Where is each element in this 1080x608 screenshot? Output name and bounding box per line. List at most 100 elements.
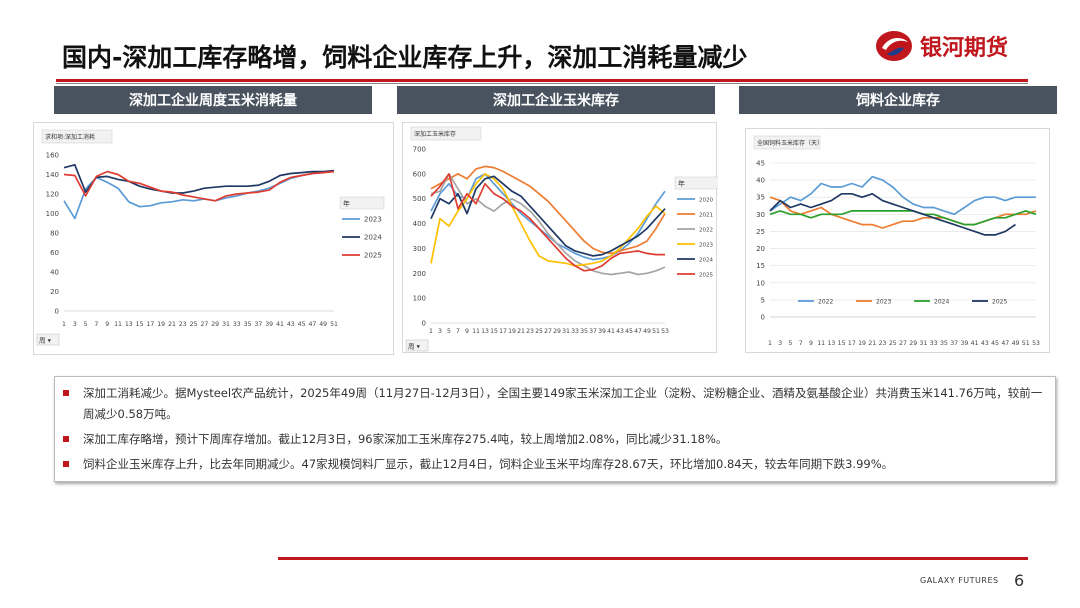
legend-label: 2020	[699, 198, 713, 204]
legend-label: 2025	[992, 299, 1007, 306]
legend-title: 年	[678, 179, 685, 188]
bullet-marker	[63, 436, 69, 442]
x-tick-label: 43	[287, 321, 295, 328]
y-tick-label: 300	[413, 245, 426, 253]
y-tick-label: 15	[756, 262, 765, 270]
x-tick-label: 27	[200, 321, 208, 328]
x-tick-label: 17	[146, 321, 154, 328]
y-tick-label: 25	[756, 228, 765, 236]
chart-panel-feed-inventory: 全国饲料玉米库存（天） 0 5 10 15 20 25 30 35 40 45 1 3 5 7 9 11 13 15…	[745, 128, 1050, 353]
y-tick-label: 0	[422, 320, 426, 328]
page-title: 国内-深加工库存略增，饲料企业库存上升，深加工消耗量减少	[62, 43, 748, 72]
chart-inner-title-box	[41, 129, 113, 144]
title-underline	[56, 79, 1028, 82]
x-tick-label: 39	[265, 321, 273, 328]
x-tick-label: 19	[508, 328, 516, 335]
x-tick-label: 21	[517, 328, 525, 335]
bullet-marker	[63, 461, 69, 467]
y-tick-label: 700	[413, 146, 426, 154]
chart-panel-consumption: 求和项:深加工消耗 0 20 40 60 80 100 120 140 160 1 3 5 7 9 11 13 1…	[33, 122, 394, 355]
x-tick-label: 41	[971, 340, 979, 347]
x-tick-label: 31	[920, 340, 928, 347]
x-tick-label: 29	[909, 340, 917, 347]
x-tick-label: 39	[960, 340, 968, 347]
bullet-text: 饲料企业玉米库存上升，比去年同期减少。47家规模饲料厂显示，截止12月4日，饲料…	[83, 457, 894, 471]
x-tick-label: 43	[616, 328, 624, 335]
y-tick-label: 20	[50, 288, 59, 296]
series-line-2025	[769, 192, 1016, 236]
x-tick-label: 1	[768, 340, 772, 347]
x-tick-label: 45	[991, 340, 999, 347]
series-line-2024	[430, 175, 666, 257]
x-tick-label: 41	[276, 321, 284, 328]
x-tick-label: 23	[526, 328, 534, 335]
y-tick-label: 100	[46, 210, 59, 218]
x-tick-label: 19	[157, 321, 165, 328]
legend-label: 2022	[699, 228, 713, 234]
y-tick-label: 40	[50, 269, 59, 277]
x-tick-label: 17	[848, 340, 856, 347]
chart-inner-title-box	[410, 126, 482, 141]
y-tick-label: 100	[413, 295, 426, 303]
x-tick-label: 1	[62, 321, 66, 328]
week-filter-button	[405, 339, 429, 352]
x-tick-label: 37	[950, 340, 958, 347]
y-tick-label: 200	[413, 270, 426, 278]
y-tick-label: 80	[50, 230, 59, 238]
y-tick-label: 45	[756, 160, 765, 168]
x-tick-label: 21	[168, 321, 176, 328]
x-tick-label: 41	[607, 328, 615, 335]
page-number: 6	[1014, 571, 1025, 590]
x-tick-label: 25	[535, 328, 543, 335]
y-tick-label: 40	[756, 177, 765, 185]
legend-label: 2024	[934, 299, 949, 306]
y-tick-label: 35	[756, 194, 765, 202]
x-tick-label: 51	[330, 321, 338, 328]
panel-heading-feed-inventory: 饲料企业库存	[739, 86, 1057, 114]
logo-text: 银河期货	[920, 36, 1009, 61]
y-tick-label: 600	[413, 170, 426, 178]
x-tick-label: 11	[472, 328, 480, 335]
x-tick-label: 3	[73, 321, 77, 328]
legend-label: 2024	[699, 258, 713, 264]
x-tick-label: 49	[1012, 340, 1020, 347]
x-tick-label: 45	[625, 328, 633, 335]
x-tick-label: 37	[254, 321, 262, 328]
x-tick-label: 15	[136, 321, 144, 328]
x-tick-label: 23	[879, 340, 887, 347]
y-tick-label: 10	[756, 279, 765, 287]
y-tick-label: 160	[46, 152, 59, 160]
x-tick-label: 3	[778, 340, 782, 347]
x-tick-label: 47	[1001, 340, 1009, 347]
y-tick-label: 20	[756, 245, 765, 253]
x-tick-label: 5	[788, 340, 792, 347]
x-tick-label: 9	[105, 321, 109, 328]
x-tick-label: 7	[94, 321, 98, 328]
legend-label: 2025	[364, 252, 382, 260]
x-tick-label: 53	[661, 328, 669, 335]
bullet-item: 饲料企业玉米库存上升，比去年同期减少。47家规模饲料厂显示，截止12月4日，饲料…	[63, 454, 1047, 475]
x-tick-label: 47	[308, 321, 316, 328]
x-tick-label: 31	[222, 321, 230, 328]
legend-label: 2025	[699, 273, 713, 279]
panel-heading-consumption: 深加工企业周度玉米消耗量	[54, 86, 372, 114]
x-tick-label: 49	[643, 328, 651, 335]
x-tick-label: 11	[817, 340, 825, 347]
y-tick-label: 0	[761, 314, 765, 322]
y-tick-label: 60	[50, 249, 59, 257]
commentary-box: 深加工消耗减少。据Mysteel农产品统计，2025年49周（11月27日-12…	[54, 376, 1056, 482]
chart-inner-title: 深加工玉米库存	[414, 130, 456, 138]
bullet-item: 深加工库存略增，预计下周库存增加。截止12月3日，96家深加工玉米库存275.4…	[63, 429, 1047, 450]
x-tick-label: 33	[930, 340, 938, 347]
x-tick-label: 31	[562, 328, 570, 335]
week-filter-label: 周 ▾	[408, 343, 421, 351]
legend-label: 2021	[699, 213, 713, 219]
series-line-2022	[430, 173, 666, 276]
x-tick-label: 25	[889, 340, 897, 347]
panel-heading-processing-inventory: 深加工企业玉米库存	[397, 86, 715, 114]
x-tick-label: 13	[827, 340, 835, 347]
series-line-2023	[63, 169, 335, 220]
y-tick-label: 30	[756, 211, 765, 219]
